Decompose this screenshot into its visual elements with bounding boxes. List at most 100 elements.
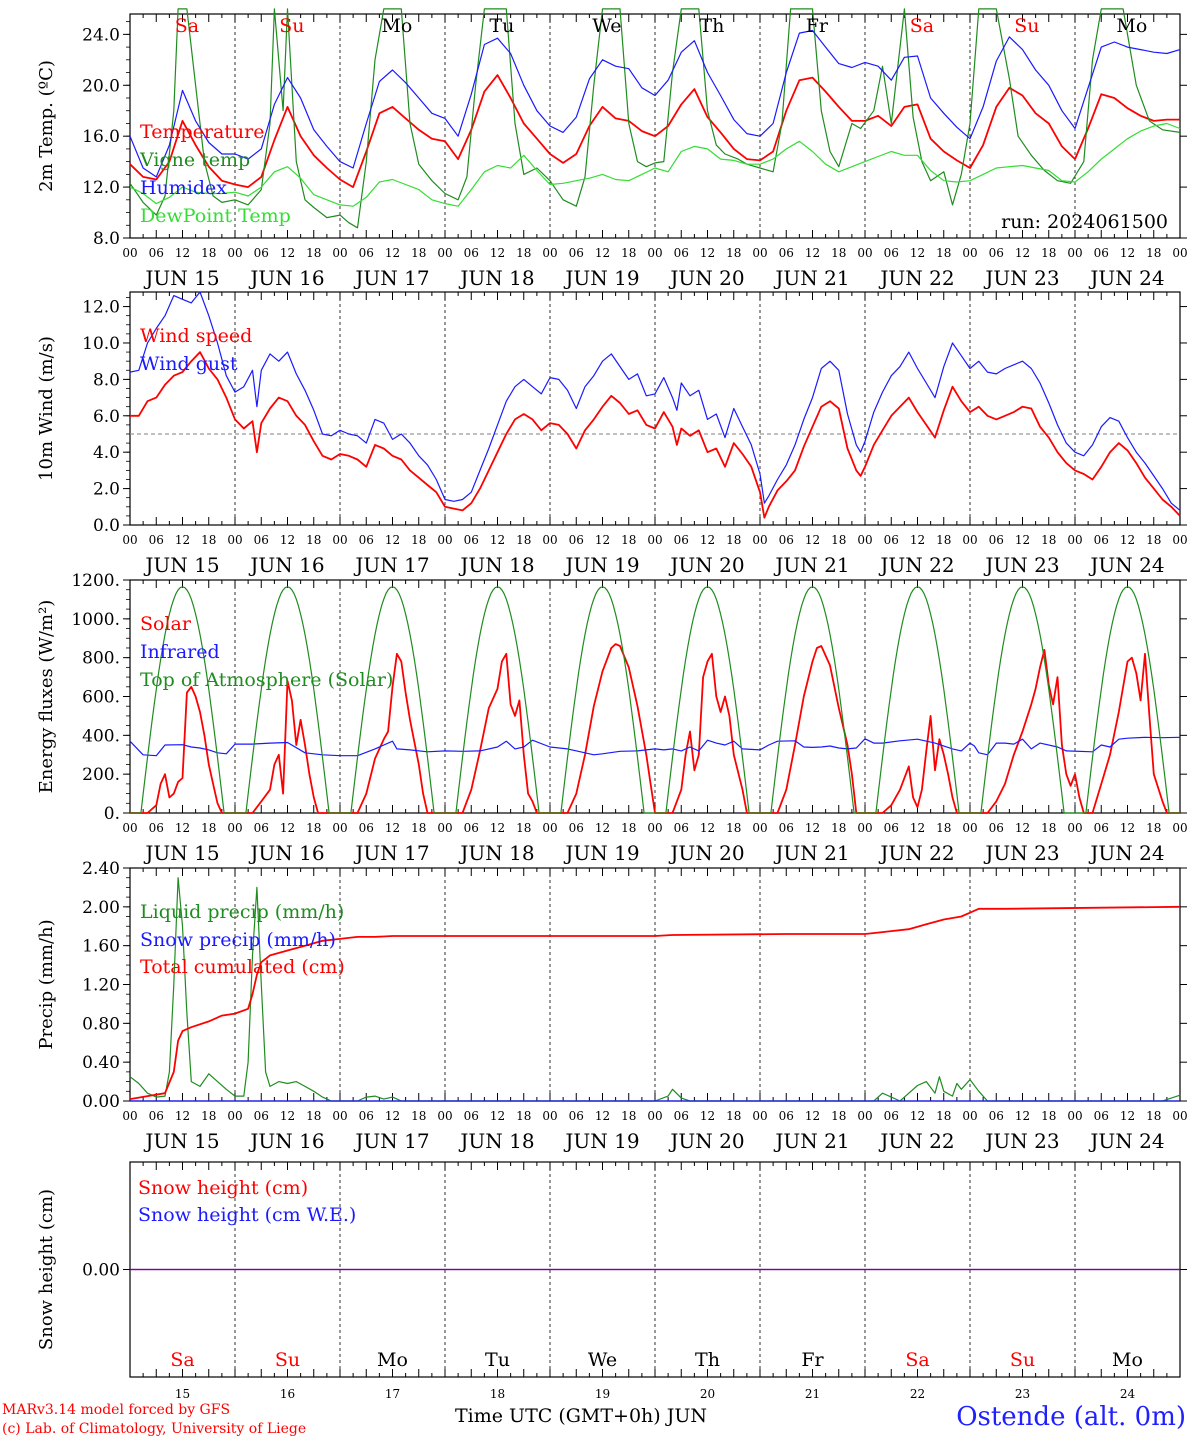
y-tick-label: 20.0 [82,76,120,96]
y-tick-label: 600. [82,688,120,708]
hour-tick-label: 12 [490,821,505,835]
hour-tick-label: 12 [1015,246,1030,260]
station-name: Ostende (alt. 0m) [956,1402,1186,1432]
date-label: JUN 15 [143,841,219,865]
hour-tick-label: 18 [936,821,951,835]
hour-tick-label: 00 [752,1109,767,1123]
series-humidex [129,29,1181,178]
hour-tick-label: 00 [542,821,557,835]
run-label: run: 2024061500 [1001,211,1168,233]
hour-tick-label: 12 [1120,1109,1135,1123]
date-label: JUN 23 [983,1129,1059,1153]
hour-tick-label: 00 [227,246,242,260]
weekday-label: Mo [377,1349,408,1371]
hour-tick-label: 06 [254,533,269,547]
date-label: JUN 22 [878,1129,954,1153]
hour-tick-label: 12 [280,1109,295,1123]
hour-tick-label: 12 [805,533,820,547]
hour-tick-label: 00 [332,1109,347,1123]
date-label: JUN 20 [668,553,744,577]
y-tick-label: 10.0 [82,334,120,354]
hour-tick-label: 00 [1067,246,1082,260]
hour-tick-label: 12 [1120,246,1135,260]
hour-tick-label: 12 [385,246,400,260]
y-tick-label: 12.0 [82,298,120,318]
hour-tick-label: 18 [411,246,426,260]
hour-tick-label: 00 [437,533,452,547]
y-tick-label: 1000. [71,610,120,630]
legend-entry: DewPoint Temp [140,205,291,227]
hour-tick-label: 12 [175,821,190,835]
hour-tick-label: 12 [1120,821,1135,835]
weekday-label: Mo [1112,1349,1143,1371]
day-number-label: 20 [700,1387,715,1401]
hour-tick-label: 12 [175,1109,190,1123]
y-tick-label: 2.0 [93,480,120,500]
hour-tick-label: 00 [962,533,977,547]
hour-tick-label: 00 [647,533,662,547]
series-vigne-temp [129,8,1181,229]
hour-tick-label: 06 [779,533,794,547]
date-label: JUN 22 [878,553,954,577]
hour-tick-label: 18 [1146,533,1161,547]
date-label: JUN 15 [143,1129,219,1153]
credit-line-2: (c) Lab. of Climatology, University of L… [2,1421,307,1437]
hour-tick-label: 18 [1041,533,1056,547]
hour-tick-label: 00 [962,1109,977,1123]
hour-tick-label: 12 [385,533,400,547]
hour-tick-label: 06 [569,246,584,260]
y-axis-label: 10m Wind (m/s) [36,336,57,481]
hour-tick-label: 00 [1067,821,1082,835]
hour-tick-label: 00 [962,246,977,260]
hour-tick-label: 18 [831,533,846,547]
hour-tick-label: 18 [201,821,216,835]
hour-tick-label: 18 [1041,246,1056,260]
hour-tick-label: 18 [411,533,426,547]
weekday-label: Tu [485,1349,510,1371]
series-total-cumulated-cm- [129,905,1181,1100]
hour-tick-label: 12 [280,821,295,835]
date-label: JUN 24 [1088,841,1164,865]
date-label: JUN 17 [353,266,429,290]
hour-tick-label: 00 [227,533,242,547]
hour-tick-label: 18 [516,1109,531,1123]
credit-line-1: MARv3.14 model forced by GFS [2,1402,231,1418]
hour-tick-label: 06 [779,246,794,260]
hour-tick-label: 06 [779,1109,794,1123]
hour-tick-label: 12 [910,1109,925,1123]
hour-tick-label: 18 [726,246,741,260]
hour-tick-label: 12 [700,821,715,835]
hour-tick-label: 06 [464,246,479,260]
hour-tick-label: 18 [621,821,636,835]
hour-tick-label: 06 [1094,1109,1109,1123]
hour-tick-label: 18 [411,1109,426,1123]
y-tick-label: 12.0 [82,178,120,198]
series-infrared [129,736,1181,757]
date-label: JUN 17 [353,841,429,865]
date-label: JUN 21 [773,1129,849,1153]
hour-tick-label: 12 [175,533,190,547]
y-tick-label: 0. [104,804,120,824]
hour-tick-label: 12 [595,533,610,547]
hour-tick-label: 12 [700,246,715,260]
legend-entry: Total cumulated (cm) [140,956,345,978]
hour-tick-label: 06 [464,1109,479,1123]
hour-tick-label: 00 [332,533,347,547]
hour-tick-label: 06 [674,533,689,547]
hour-tick-label: 06 [884,246,899,260]
y-tick-label: 2.00 [82,898,120,918]
hour-tick-label: 06 [1094,246,1109,260]
hour-tick-label: 18 [936,1109,951,1123]
hour-tick-label: 12 [385,1109,400,1123]
date-label: JUN 19 [563,841,639,865]
hour-tick-label: 18 [936,533,951,547]
hour-tick-label: 00 [857,246,872,260]
hour-tick-label: 18 [936,246,951,260]
y-tick-label: 0.0 [93,516,120,536]
hour-tick-label: 06 [359,533,374,547]
date-label: JUN 20 [668,841,744,865]
day-number-label: 17 [385,1387,400,1401]
hour-tick-label: 18 [201,533,216,547]
hour-tick-label: 12 [700,1109,715,1123]
y-axis-label: Energy fluxes (W/m²) [36,600,57,794]
